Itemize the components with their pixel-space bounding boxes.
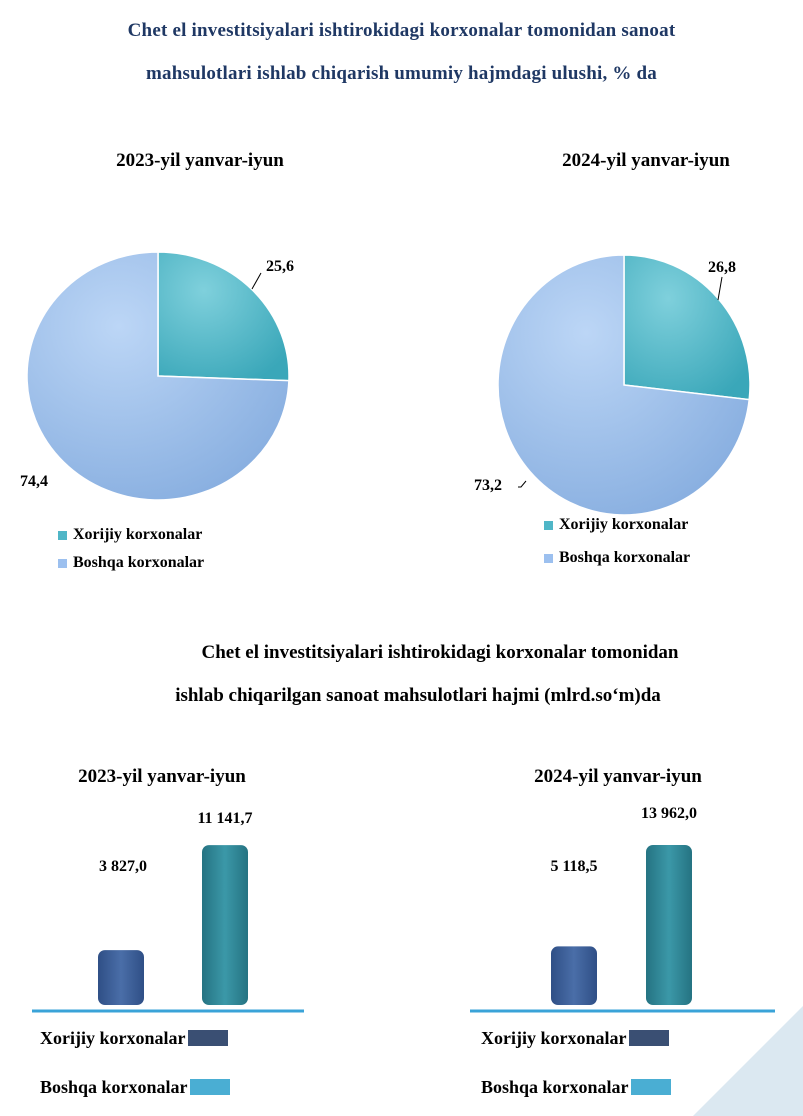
legend-swatch-other — [189, 1079, 230, 1095]
legend-label: Xorijiy korxonalar — [559, 516, 689, 533]
bar-2023-bar-foreign — [98, 950, 144, 1005]
pie-2024-slice-other — [497, 254, 751, 516]
pie-2023-label-foreign: 25,6 — [266, 258, 294, 275]
bar-2023-legend-other: Boshqa korxonalar — [40, 1078, 230, 1096]
legend-label: Xorijiy korxonalar — [73, 526, 203, 543]
pie-2024-legend-foreign: Xorijiy korxonalar — [544, 517, 688, 533]
legend-swatch-other — [544, 553, 553, 563]
bar-2024-title: 2024-yil yanvar-iyun — [534, 766, 702, 787]
pie-2024-label-foreign: 26,8 — [708, 259, 736, 276]
pie-2024-legend-other: Boshqa korxonalar — [544, 550, 690, 566]
pie-2023-slice-other — [26, 251, 290, 501]
bar-2023-label-foreign: 3 827,0 — [99, 858, 147, 875]
share-title-line2: mahsulotlari ishlab chiqarish umumiy haj… — [145, 63, 657, 84]
bar-chart-2024 — [551, 845, 692, 1005]
legend-label: Boshqa korxonalar — [40, 1077, 188, 1097]
legend-label: Boshqa korxonalar — [481, 1077, 629, 1097]
bar-chart-2023 — [98, 845, 248, 1005]
pie-2023-slice-foreign — [157, 251, 290, 382]
bar-2024-legend-other: Boshqa korxonalar — [481, 1078, 671, 1096]
legend-swatch-foreign — [187, 1030, 228, 1046]
pie-2024-slice-foreign — [623, 254, 751, 401]
pie-2023-legend-foreign: Xorijiy korxonalar — [58, 527, 202, 543]
legend-swatch-foreign — [544, 520, 553, 530]
share-title-line1: Chet el investitsiyalari ishtirokidagi k… — [127, 20, 676, 41]
bar-2024-label-other: 13 962,0 — [641, 805, 697, 822]
legend-label: Xorijiy korxonalar — [40, 1028, 186, 1048]
pie-2023-legend-other: Boshqa korxonalar — [58, 555, 204, 571]
bar-2024-bar-other — [646, 845, 692, 1005]
legend-label: Boshqa korxonalar — [73, 554, 205, 571]
pie-2023 — [26, 251, 290, 501]
pie-2024-leader-other — [518, 480, 527, 488]
pie-2023-leader-foreign — [251, 272, 262, 290]
volume-title-line2: ishlab chiqarilgan sanoat mahsulotlari h… — [175, 685, 661, 706]
bar-2023-label-other: 11 141,7 — [197, 810, 253, 827]
legend-label: Xorijiy korxonalar — [481, 1028, 627, 1048]
legend-label: Boshqa korxonalar — [559, 549, 691, 566]
bar-2024-legend-foreign: Xorijiy korxonalar — [481, 1029, 669, 1047]
bar-2024-label-foreign: 5 118,5 — [550, 858, 598, 875]
bar-2024-bar-foreign — [551, 946, 597, 1005]
decorative-corner — [693, 1006, 803, 1116]
pie-2024-leader-foreign — [717, 276, 723, 301]
pie-2024 — [497, 254, 751, 516]
bar-2023-legend-foreign: Xorijiy korxonalar — [40, 1029, 228, 1047]
pie-2023-title: 2023-yil yanvar-iyun — [116, 150, 284, 171]
pie-2023-label-other: 74,4 — [20, 473, 48, 490]
bar-2023-title: 2023-yil yanvar-iyun — [78, 766, 246, 787]
legend-swatch-foreign — [58, 530, 67, 540]
volume-title-line1: Chet el investitsiyalari ishtirokidagi k… — [201, 642, 679, 663]
bar-2023-bar-other — [202, 845, 248, 1005]
pie-2024-title: 2024-yil yanvar-iyun — [562, 150, 730, 171]
legend-swatch-foreign — [628, 1030, 669, 1046]
legend-swatch-other — [58, 558, 67, 568]
legend-swatch-other — [630, 1079, 671, 1095]
pie-2024-label-other: 73,2 — [474, 477, 502, 494]
